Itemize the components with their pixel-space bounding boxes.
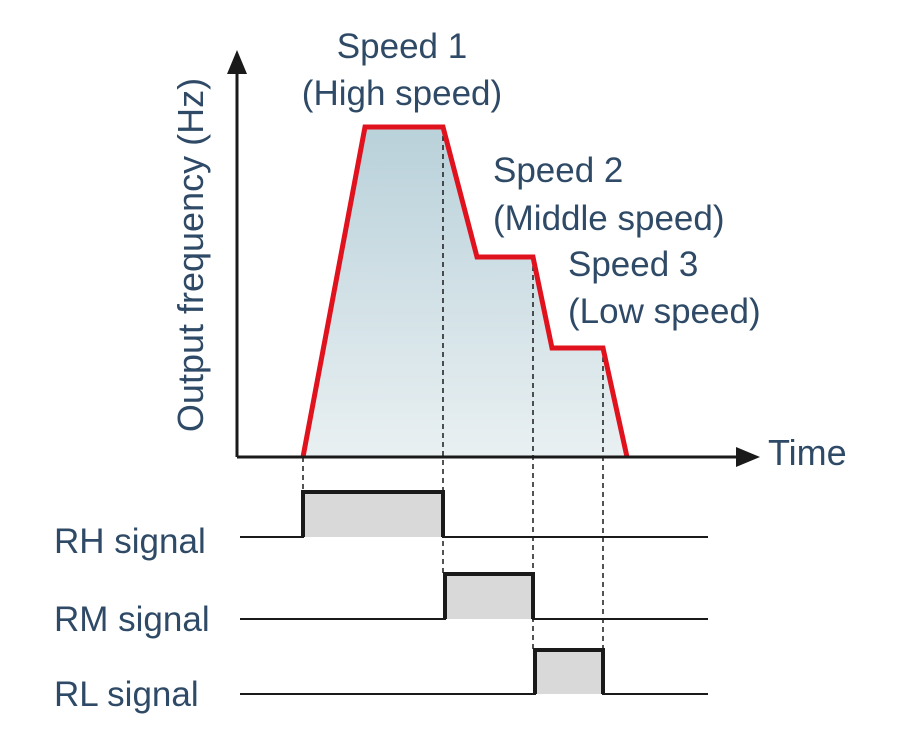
rm-signal-pulse-edge	[443, 572, 535, 619]
speed-1-subtitle: (High speed)	[302, 74, 502, 113]
rm-signal-pulse-fill	[445, 574, 533, 619]
rh-signal-label: RH signal	[54, 522, 206, 561]
rl-signal-label: RL signal	[54, 675, 199, 714]
rl-signal-pulse-edge	[533, 648, 605, 694]
speed-3-subtitle: (Low speed)	[568, 292, 761, 331]
speed-2-subtitle: (Middle speed)	[493, 199, 725, 238]
y-axis-arrow-icon	[227, 50, 247, 74]
speed-3-title: Speed 3	[568, 245, 698, 284]
rh-signal-pulse-fill	[303, 492, 443, 537]
frequency-curve	[300, 124, 630, 458]
speed-1-title: Speed 1	[337, 27, 467, 66]
axes	[235, 70, 740, 459]
rl-signal-pulse-fill	[535, 650, 603, 694]
y-axis-label: Output frequency (Hz)	[170, 78, 211, 432]
x-axis-label: Time	[768, 432, 847, 473]
rm-signal-label: RM signal	[54, 600, 210, 639]
speed-2-title: Speed 2	[493, 151, 623, 190]
frequency-area	[303, 127, 627, 457]
rh-signal-pulse-edge	[301, 490, 445, 537]
x-axis-arrow-icon	[736, 447, 760, 467]
rl-signal-trace	[240, 649, 708, 695]
